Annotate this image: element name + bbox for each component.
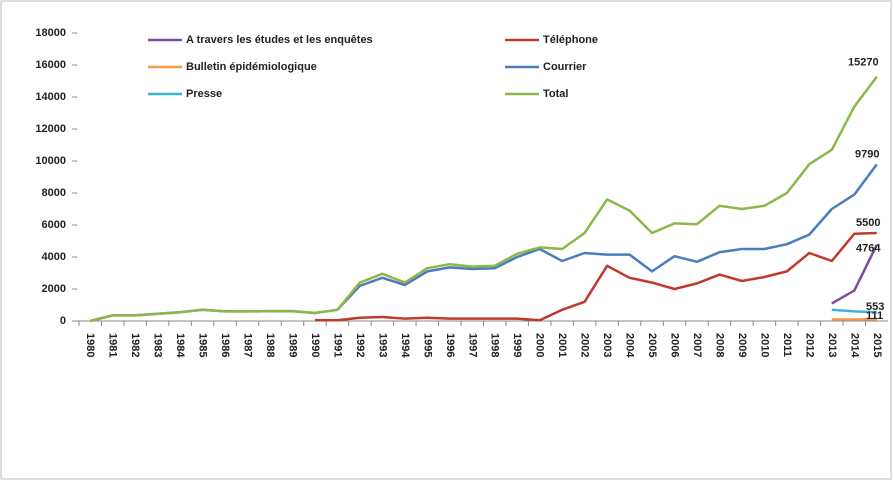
value-label: 5500 <box>856 217 880 229</box>
legend-label: Courrier <box>543 61 587 73</box>
x-tick-label: 2004 <box>624 333 636 358</box>
x-tick-label: 2006 <box>669 333 681 357</box>
y-tick-label: 18000 <box>35 27 66 39</box>
x-tick-label: 1989 <box>286 333 298 357</box>
x-tick-label: 1987 <box>242 333 254 357</box>
x-tick-label: 2007 <box>691 333 703 357</box>
x-tick-label: 1985 <box>197 333 209 357</box>
x-tick-label: 2002 <box>579 333 591 357</box>
x-tick-label: 1992 <box>354 333 366 357</box>
y-tick-label: 6000 <box>42 219 66 231</box>
x-tick-label: 1990 <box>309 333 321 357</box>
x-tick-label: 1986 <box>219 333 231 357</box>
y-tick-label: 2000 <box>42 283 66 295</box>
x-tick-label: 1997 <box>466 333 478 357</box>
legend-label: Téléphone <box>543 34 598 46</box>
y-tick-label: 0 <box>60 315 66 327</box>
x-tick-label: 1981 <box>107 333 119 357</box>
x-tick-label: 1983 <box>152 333 164 357</box>
x-tick-label: 2014 <box>848 333 860 358</box>
y-tick-label: 8000 <box>42 187 66 199</box>
x-tick-label: 2015 <box>871 333 883 357</box>
value-label: 553 <box>866 301 884 313</box>
y-tick-label: 14000 <box>35 91 66 103</box>
value-label: 15270 <box>848 57 879 69</box>
x-tick-label: 1980 <box>84 333 96 357</box>
series-line <box>89 75 878 323</box>
x-tick-label: 1994 <box>399 333 411 358</box>
x-tick-label: 1988 <box>264 333 276 357</box>
x-tick-label: 1984 <box>174 333 186 358</box>
x-tick-label: 2001 <box>556 333 568 357</box>
x-tick-label: 2008 <box>713 333 725 357</box>
legend-label: Total <box>543 88 568 100</box>
x-tick-label: 1998 <box>489 333 501 357</box>
y-tick-label: 12000 <box>35 123 66 135</box>
y-tick-label: 10000 <box>35 155 66 167</box>
series-line <box>831 244 878 305</box>
x-tick-label: 2000 <box>534 333 546 357</box>
legend-label: A travers les études et les enquêtes <box>186 34 373 46</box>
legend-label: Presse <box>186 88 222 100</box>
legend-label: Bulletin épidémiologique <box>186 61 317 73</box>
x-tick-label: 2011 <box>781 333 793 357</box>
value-label: 4764 <box>856 243 881 255</box>
x-tick-label: 2010 <box>758 333 770 357</box>
x-tick-label: 1991 <box>331 333 343 357</box>
x-tick-label: 2009 <box>736 333 748 357</box>
x-tick-label: 2013 <box>826 333 838 357</box>
x-tick-label: 2003 <box>601 333 613 357</box>
value-label: 111 <box>866 310 883 322</box>
x-tick-label: 1999 <box>511 333 523 357</box>
x-tick-label: 1996 <box>444 333 456 357</box>
x-tick-label: 2012 <box>803 333 815 357</box>
x-tick-label: 1982 <box>129 333 141 357</box>
y-tick-label: 4000 <box>42 251 66 263</box>
x-tick-label: 1993 <box>376 333 388 357</box>
x-tick-label: 2005 <box>646 333 658 357</box>
series-line <box>831 308 877 314</box>
series-line <box>315 231 877 322</box>
y-tick-label: 16000 <box>35 59 66 71</box>
value-label: 9790 <box>855 148 879 160</box>
x-tick-label: 1995 <box>421 333 433 357</box>
